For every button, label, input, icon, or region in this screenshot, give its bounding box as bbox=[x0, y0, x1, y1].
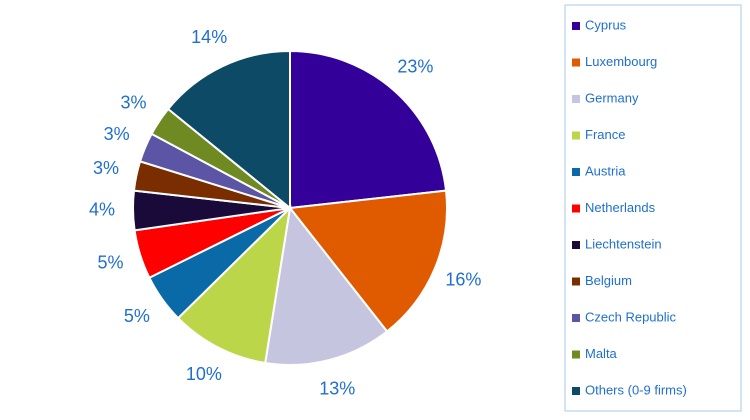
legend-label: France bbox=[585, 127, 625, 142]
legend-swatch bbox=[572, 58, 580, 67]
data-label: 14% bbox=[191, 27, 227, 47]
legend-swatch bbox=[572, 241, 580, 249]
legend-label: Germany bbox=[585, 90, 639, 105]
legend-swatch bbox=[572, 204, 580, 213]
data-label: 3% bbox=[104, 124, 130, 144]
data-label: 10% bbox=[186, 364, 222, 384]
legend-swatch bbox=[572, 387, 580, 395]
data-label: 5% bbox=[124, 306, 150, 326]
data-label: 3% bbox=[93, 158, 119, 178]
legend-label: Luxembourg bbox=[585, 54, 657, 69]
data-label: 5% bbox=[97, 253, 123, 273]
legend-swatch bbox=[572, 131, 580, 140]
legend-swatch bbox=[572, 168, 580, 176]
legend-swatch bbox=[572, 350, 580, 359]
legend-swatch bbox=[572, 314, 580, 322]
pie-slice bbox=[264, 205, 389, 366]
legend-label: Liechtenstein bbox=[585, 236, 662, 251]
legend-label: Belgium bbox=[585, 273, 632, 288]
legend-box bbox=[564, 4, 742, 412]
pie-slice bbox=[176, 205, 292, 365]
legend-label: Netherlands bbox=[585, 200, 656, 215]
legend-swatch bbox=[572, 277, 580, 286]
legend-label: Austria bbox=[585, 163, 626, 178]
pie-slice bbox=[288, 189, 448, 333]
legend-label: Malta bbox=[585, 346, 618, 361]
data-label: 4% bbox=[89, 200, 115, 220]
legend-label: Others (0-9 firms) bbox=[585, 382, 687, 397]
data-label: 23% bbox=[397, 57, 433, 77]
data-label: 3% bbox=[120, 93, 146, 113]
pie-slice bbox=[289, 49, 448, 210]
legend-label: Czech Republic bbox=[585, 309, 677, 324]
data-label: 16% bbox=[445, 269, 481, 289]
legend-swatch bbox=[572, 22, 580, 30]
pie-slice bbox=[166, 49, 291, 211]
legend-swatch bbox=[572, 95, 580, 103]
data-label: 13% bbox=[319, 379, 355, 399]
legend-label: Cyprus bbox=[585, 17, 627, 32]
